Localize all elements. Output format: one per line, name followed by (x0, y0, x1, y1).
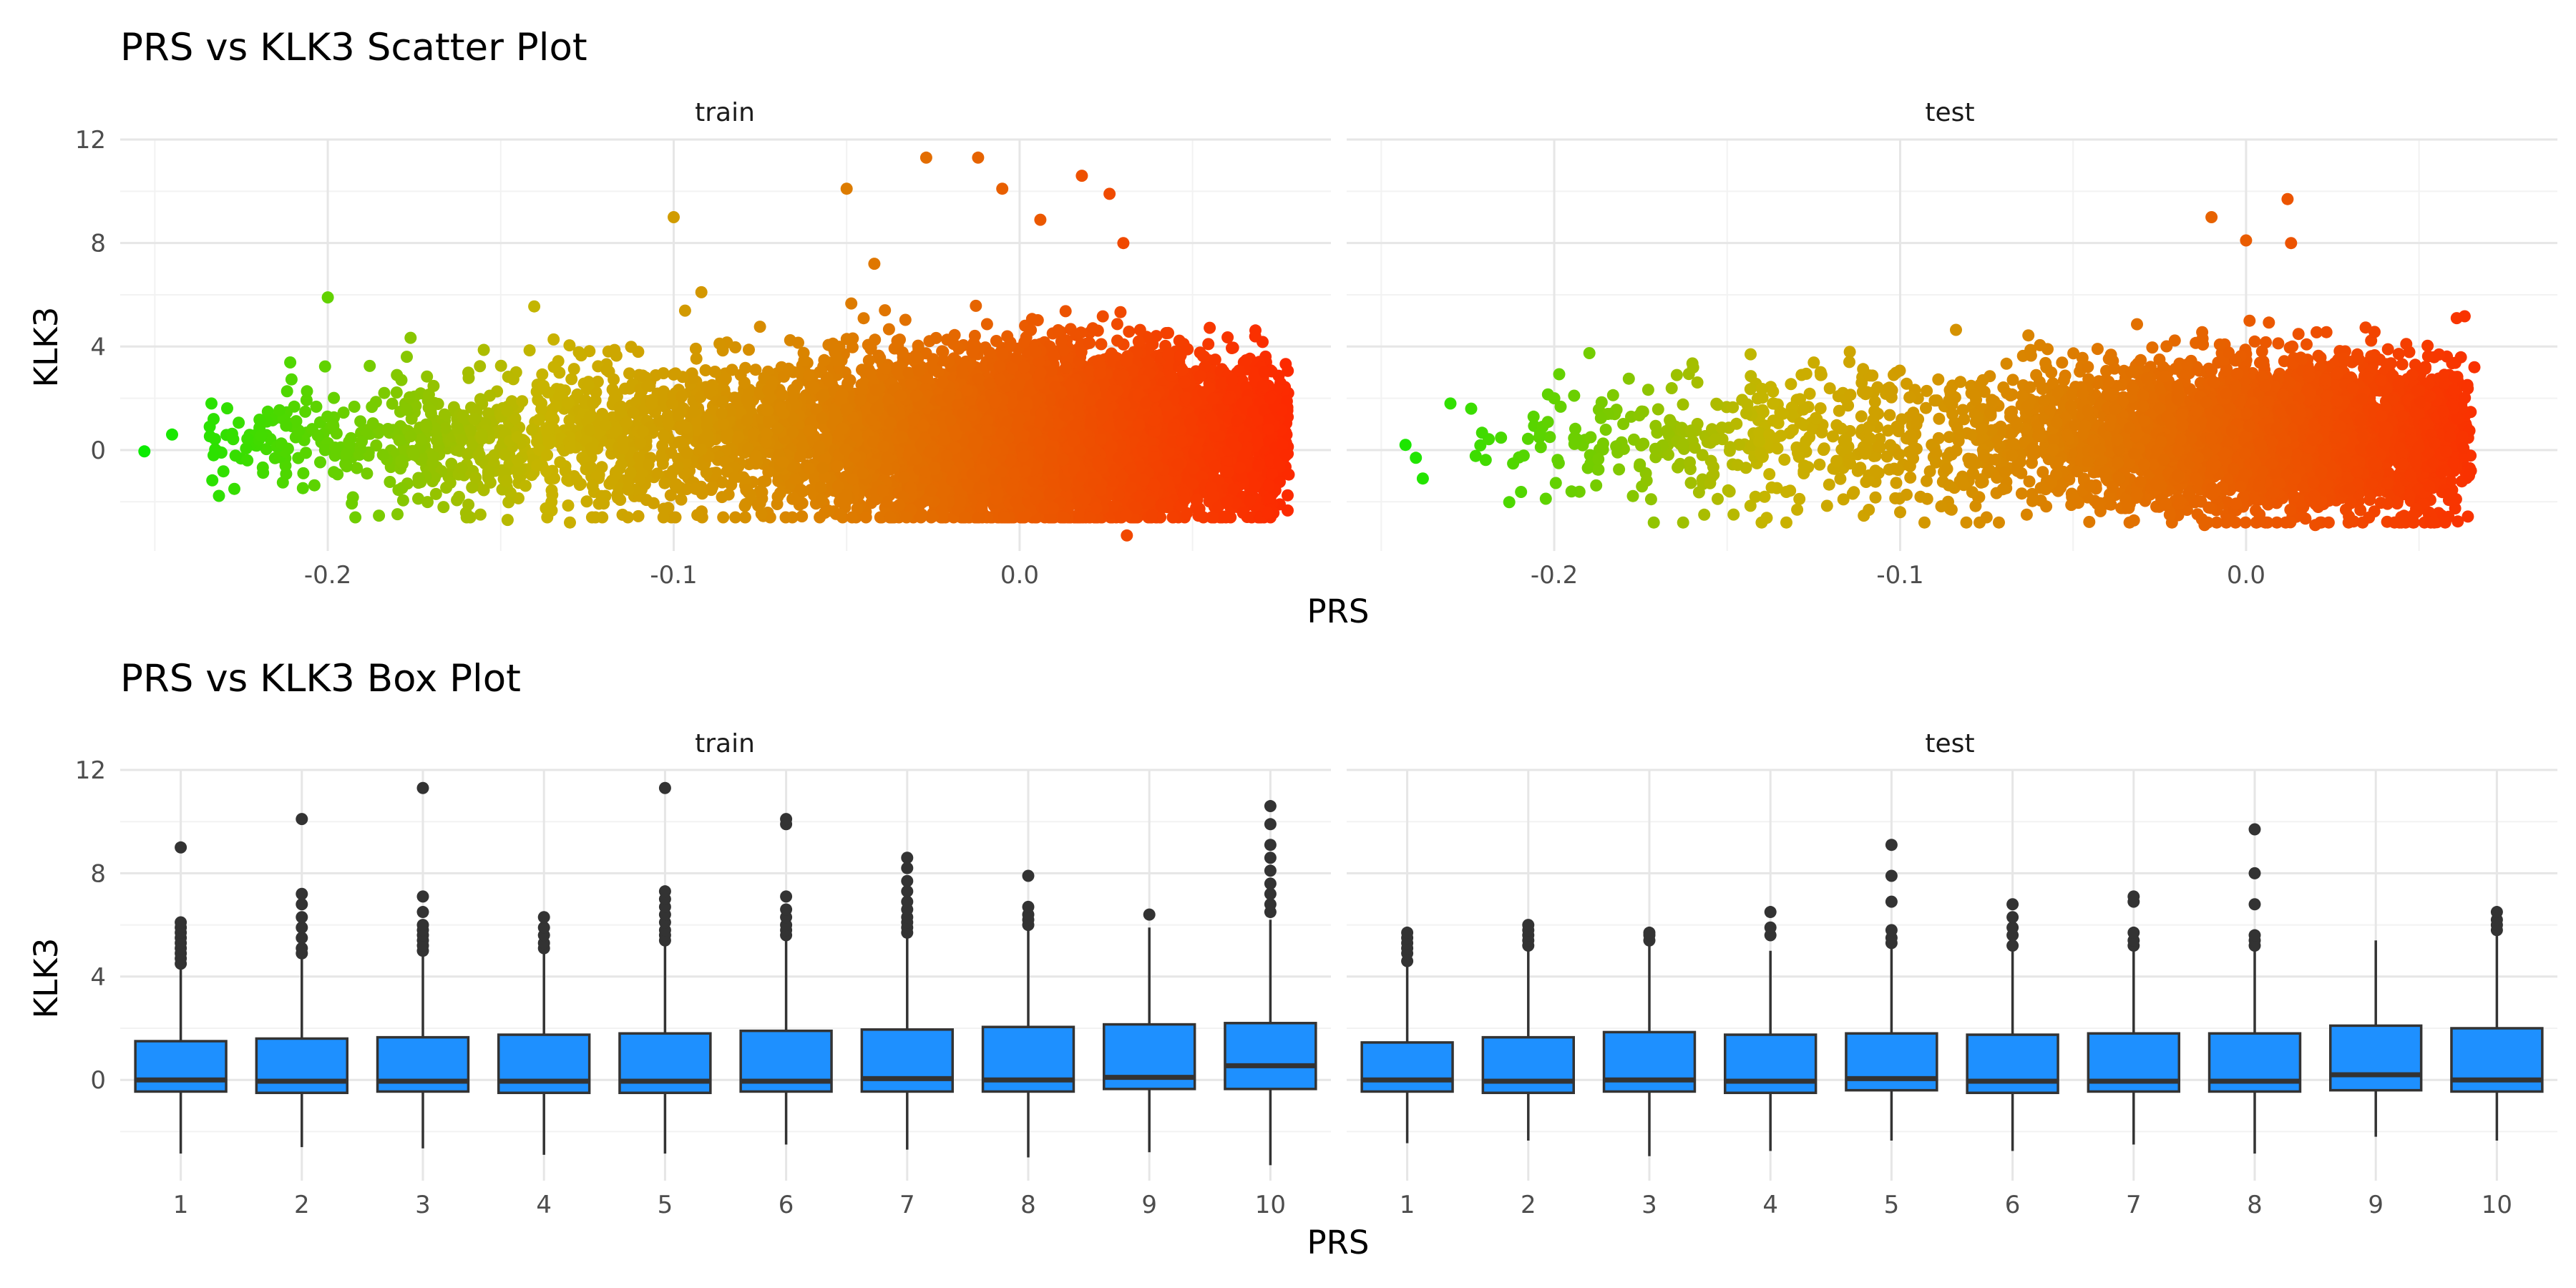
scatter-point (541, 511, 554, 524)
scatter-point (280, 385, 293, 398)
scatter-point (384, 476, 396, 488)
scatter-point (675, 493, 688, 506)
scatter-point (536, 368, 549, 381)
scatter-point (1123, 326, 1136, 338)
scatter-point (528, 300, 541, 313)
scatter-point (882, 323, 895, 336)
scatter-point (396, 494, 409, 507)
scatter-point (632, 509, 645, 522)
scatter-point (899, 313, 912, 326)
scatter-title: PRS vs KLK3 Scatter Plot (120, 26, 587, 69)
scatter-point (318, 360, 331, 373)
scatter-point (980, 318, 993, 331)
scatter-point (1204, 321, 1216, 334)
scatter-facet-label-train: train (695, 98, 755, 127)
scatter-point (563, 339, 576, 352)
scatter-point (401, 351, 413, 364)
scatter-point (753, 321, 766, 333)
scatter-facet-label-test: test (1925, 98, 1974, 127)
scatter-point (328, 391, 341, 404)
scatter-point (1226, 342, 1238, 354)
scatter-point (691, 509, 704, 522)
scatter-point (462, 371, 475, 384)
scatter-point (612, 492, 624, 504)
scatter-point (421, 370, 434, 383)
scatter-point (717, 511, 730, 524)
scatter-point (1025, 323, 1038, 336)
scatter-point (664, 489, 677, 502)
scatter-point (930, 331, 942, 344)
scatter-point (477, 343, 490, 356)
scatter-point (1111, 318, 1123, 331)
scatter-point-cloud (203, 297, 1295, 524)
scatter-point (429, 487, 442, 500)
scatter-point (732, 431, 745, 444)
scatter-chart: PRS vs KLK3 Scatter Plot train test -0.2… (27, 26, 2557, 630)
scatter-point (310, 400, 323, 413)
scatter-point (1095, 338, 1108, 351)
scatter-point (494, 359, 507, 372)
scatter-point (523, 344, 536, 357)
scatter-point (554, 456, 567, 469)
scatter-point (348, 400, 361, 413)
scatter-point (716, 491, 728, 504)
scatter-point (580, 495, 593, 508)
scatter-point (678, 304, 691, 317)
scatter-point (437, 501, 450, 514)
scatter-point (285, 373, 298, 386)
scatter-point (1209, 353, 1221, 366)
scatter-point (349, 511, 362, 524)
scatter-point (1282, 504, 1294, 517)
scatter-point (990, 335, 1002, 347)
scatter-point (1282, 489, 1294, 502)
scatter-point (970, 299, 982, 312)
scatter-point (412, 492, 424, 505)
